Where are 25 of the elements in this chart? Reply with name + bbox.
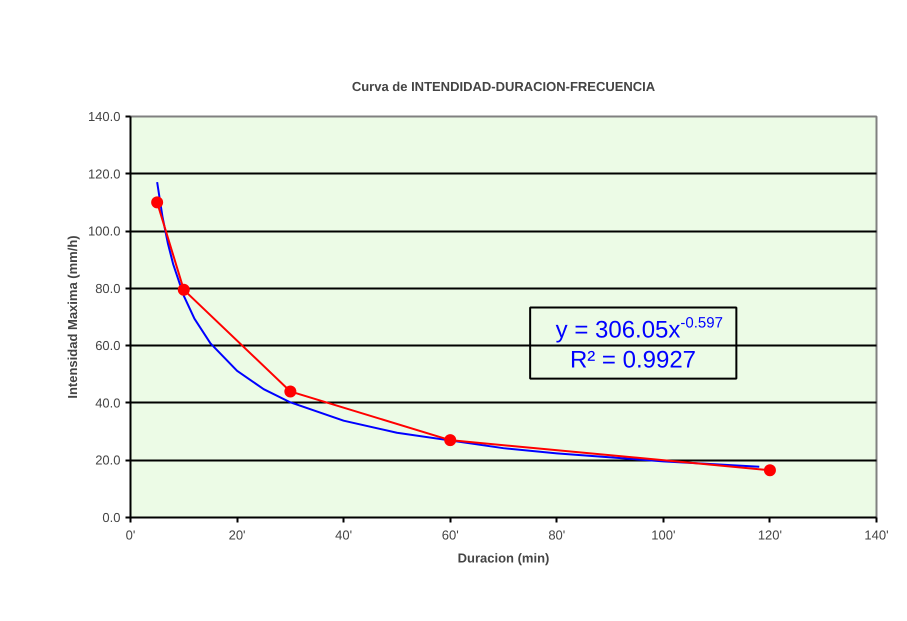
x-tick-label: 80' [548, 528, 566, 542]
y-tick-label: 40.0 [95, 395, 121, 410]
x-tick-label: 120' [758, 528, 782, 542]
x-tick-label: 40' [335, 528, 352, 542]
point [178, 284, 190, 296]
point [764, 464, 776, 476]
annotation: R² = 0.9927 [570, 346, 696, 374]
y-axis-title: Intensidad Maxima (mm/h) [64, 235, 80, 399]
y-tick-label: 140.0 [88, 109, 121, 124]
x-axis-title: Duracion (min) [458, 550, 550, 566]
point [151, 196, 164, 208]
y-tick-label: 80.0 [95, 280, 121, 296]
point [284, 385, 296, 398]
y-tick-label: 0.0 [102, 510, 121, 525]
point [444, 434, 456, 446]
x-tick-label: 20' [228, 528, 246, 542]
x-tick-label: 100' [651, 528, 676, 542]
y-tick-label: 20.0 [95, 452, 121, 468]
x-tick-label: 0' [126, 528, 136, 542]
y-tick-label: 60.0 [95, 338, 121, 354]
x-tick-label: 60' [442, 528, 459, 542]
x-tick-label: 140' [864, 528, 889, 542]
chart-title: Curva de INTENDIDAD-DURACION-FRECUENCIA [352, 79, 656, 94]
y-tick-label: 100.0 [88, 224, 121, 239]
y-tick-label: 120.0 [88, 166, 121, 182]
